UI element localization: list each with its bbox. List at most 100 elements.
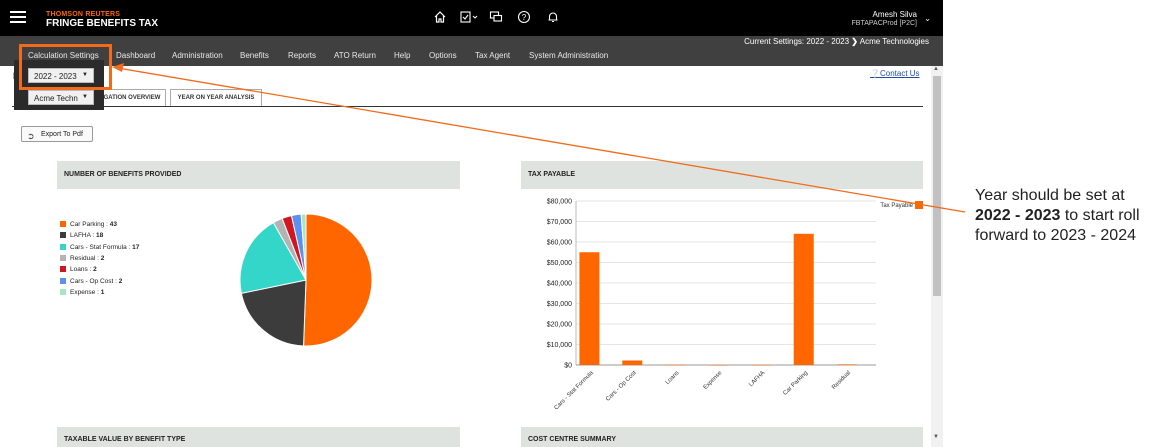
- export-icon: ➲: [27, 131, 35, 141]
- nav-ato-return[interactable]: ATO Return: [334, 51, 376, 60]
- hamburger-menu-icon[interactable]: [10, 11, 26, 24]
- annotation-text: Year should be set at 2022 - 2023 to sta…: [975, 186, 1171, 246]
- tax-bar[interactable]: [836, 364, 857, 365]
- cost-centre-panel-header: COST CENTRE SUMMARY: [521, 427, 923, 447]
- legend-item[interactable]: Residual : 2: [60, 254, 105, 262]
- help-circle-icon: ❔: [870, 69, 880, 78]
- y-tick-label: $0: [564, 363, 572, 370]
- y-tick-label: $70,000: [547, 219, 572, 226]
- legend-value: 1: [100, 288, 105, 296]
- legend-item[interactable]: Car Parking : 43: [60, 221, 117, 228]
- vertical-scrollbar[interactable]: ▲ ▼: [931, 66, 943, 447]
- home-icon[interactable]: [432, 10, 448, 26]
- legend-item[interactable]: Cars - Stat Formula : 17: [60, 243, 140, 251]
- nav-options[interactable]: Options: [429, 51, 457, 60]
- y-tick-label: $50,000: [547, 260, 572, 267]
- calculation-settings-highlight: [19, 44, 112, 90]
- company-select[interactable]: Acme Techn ▼: [28, 90, 94, 105]
- scroll-thumb[interactable]: [933, 76, 941, 296]
- legend-swatch: [60, 266, 66, 273]
- bell-icon[interactable]: [545, 10, 561, 26]
- legend-label: Residual :: [70, 254, 101, 262]
- checklist-icon[interactable]: [459, 10, 481, 26]
- year-select[interactable]: 2022 - 2023 ▼: [28, 68, 94, 83]
- legend-value: 2: [93, 266, 97, 274]
- scroll-up-icon[interactable]: ▲: [933, 66, 939, 72]
- legend-value: 18: [96, 232, 104, 240]
- annotation-line-1: Year should be set at: [975, 187, 1125, 204]
- main-navigation: [0, 36, 943, 66]
- tax-bar[interactable]: [622, 360, 643, 365]
- nav-dashboard[interactable]: Dashboard: [116, 51, 156, 60]
- y-tick-label: $20,000: [547, 322, 572, 329]
- bar-legend-swatch[interactable]: [915, 201, 923, 209]
- legend-item[interactable]: Cars - Op Cost : 2: [60, 277, 122, 285]
- tax-bar[interactable]: [793, 233, 814, 365]
- pie-slice[interactable]: [303, 213, 373, 347]
- legend-item[interactable]: Loans : 2: [60, 266, 97, 273]
- chat-icon[interactable]: [488, 10, 504, 26]
- legend-value: 17: [132, 243, 140, 251]
- annotation-line-2: 2022 - 2023 to start roll: [975, 206, 1171, 226]
- y-tick-label: $30,000: [547, 301, 572, 308]
- pie-slice[interactable]: [239, 221, 307, 294]
- nav-help[interactable]: Help: [394, 51, 411, 60]
- nav-tax-agent[interactable]: Tax Agent: [475, 51, 511, 60]
- svg-text:?: ?: [522, 13, 527, 22]
- annotation-line-3: forward to 2023 - 2024: [975, 227, 1136, 244]
- brand-company: THOMSON REUTERS: [46, 11, 121, 18]
- user-environment: FBTAPACProd [P2C]: [851, 20, 917, 27]
- year-select-value: 2022 - 2023: [34, 72, 77, 81]
- legend-item[interactable]: Expense : 1: [60, 288, 105, 296]
- tab-year-on-year-analysis[interactable]: YEAR ON YEAR ANALYSIS: [170, 89, 262, 106]
- tax-bar[interactable]: [665, 364, 686, 366]
- fbt-application: THOMSON REUTERS FRINGE BENEFITS TAX ? Am…: [0, 0, 943, 447]
- current-settings-year: Current Settings: 2022 - 2023: [744, 37, 850, 46]
- tax-panel-header: TAX PAYABLE: [521, 161, 923, 189]
- caret-down-icon: ▼: [82, 72, 88, 78]
- legend-label: LAFHA :: [70, 232, 97, 240]
- help-icon[interactable]: ?: [516, 10, 532, 26]
- y-tick-label: $10,000: [547, 342, 572, 349]
- legend-label: Loans :: [70, 266, 94, 274]
- y-tick-label: $40,000: [547, 281, 572, 288]
- contact-us-label: Contact Us: [879, 69, 920, 78]
- nav-reports[interactable]: Reports: [288, 51, 317, 60]
- legend-swatch: [60, 254, 66, 261]
- user-name[interactable]: Amesh Silva: [872, 10, 917, 19]
- chevron-down-icon[interactable]: ⌄: [924, 14, 931, 23]
- legend-value: 43: [109, 221, 117, 228]
- annotation-year-bold: 2022 - 2023: [975, 207, 1061, 224]
- brand-product[interactable]: FRINGE BENEFITS TAX: [46, 18, 159, 29]
- scroll-down-icon[interactable]: ▼: [933, 434, 939, 440]
- legend-label: Cars - Op Cost :: [70, 277, 119, 285]
- legend-swatch: [60, 232, 66, 239]
- export-to-pdf-button[interactable]: ➲ Export To Pdf: [21, 126, 93, 142]
- chevron-right-icon: ❯: [851, 37, 858, 46]
- nav-calculation-settings[interactable]: Calculation Settings: [28, 51, 99, 60]
- pie-slice[interactable]: [300, 213, 307, 281]
- nav-system-administration[interactable]: System Administration: [529, 51, 609, 60]
- legend-label: Expense :: [70, 288, 101, 296]
- legend-value: 2: [100, 254, 105, 262]
- company-select-value: Acme Techn: [34, 94, 78, 103]
- contact-us-link[interactable]: ❔Contact Us: [870, 69, 920, 78]
- export-label: Export To Pdf: [41, 131, 83, 138]
- legend-swatch: [60, 221, 66, 227]
- tax-bar[interactable]: [579, 252, 600, 365]
- legend-item[interactable]: LAFHA : 18: [60, 232, 103, 239]
- tax-bar[interactable]: [708, 365, 728, 366]
- nav-administration[interactable]: Administration: [172, 51, 223, 60]
- benefits-pie-chart: [239, 213, 373, 347]
- tax-payable-bar-chart: $0 $10,000 $20,000 $30,000 $40,000 $50,000 $60…: [547, 199, 923, 411]
- taxable-value-panel-header: TAXABLE VALUE BY BENEFIT TYPE: [57, 427, 460, 447]
- legend-swatch: [60, 288, 66, 295]
- top-bar: THOMSON REUTERS FRINGE BENEFITS TAX ? Am…: [0, 0, 943, 36]
- legend-label: Car Parking :: [70, 221, 110, 228]
- nav-benefits[interactable]: Benefits: [240, 51, 269, 60]
- legend-swatch: [60, 243, 66, 250]
- tax-bar[interactable]: [750, 365, 771, 366]
- tabs-divider: [12, 106, 923, 107]
- pie-slice[interactable]: [240, 279, 307, 347]
